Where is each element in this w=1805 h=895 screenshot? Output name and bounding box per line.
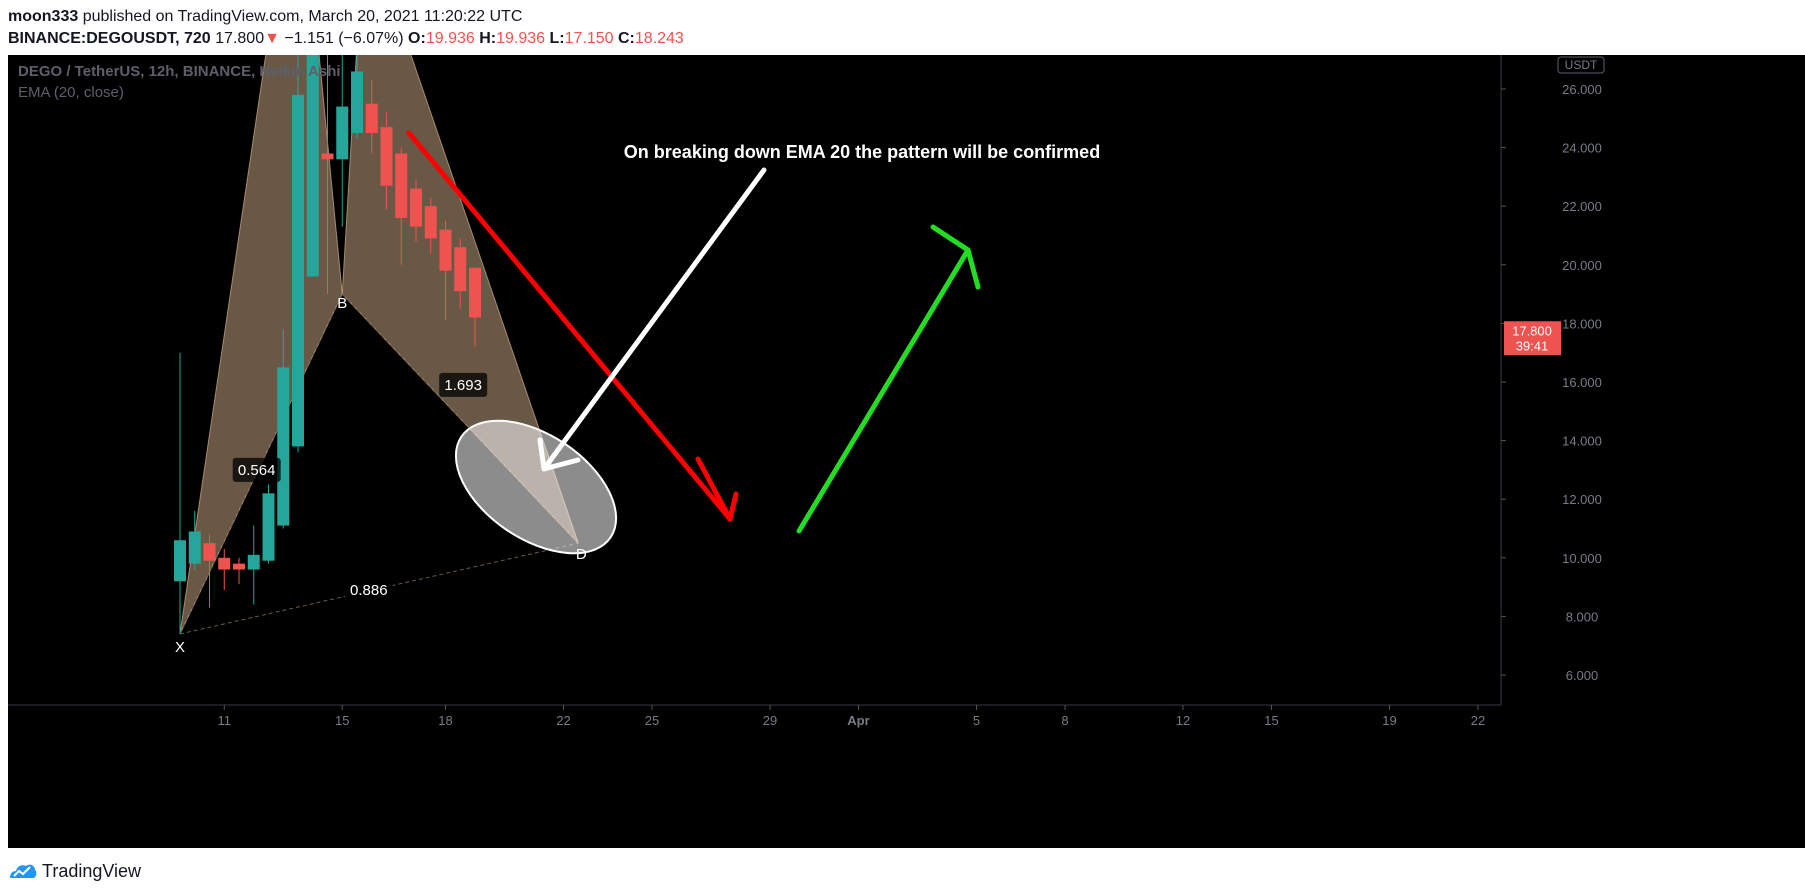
candle-body — [351, 71, 363, 133]
time-tick-label: 22 — [1471, 713, 1485, 728]
ohlc-line: BINANCE:DEGOUSDT, 720 17.800▼ −1.151 (−6… — [8, 28, 684, 50]
red-down-arrowhead — [695, 456, 739, 522]
close-label: C: — [618, 30, 635, 47]
last-price: 17.800 — [215, 30, 265, 47]
time-tick-label: 15 — [335, 713, 349, 728]
time-tick-label: 8 — [1061, 713, 1068, 728]
ratio-label-bg — [344, 578, 393, 603]
price-tick-label: 16.000 — [1562, 375, 1602, 390]
currency-badge[interactable] — [1557, 56, 1605, 74]
white-pointer-arrow — [541, 167, 767, 472]
pattern-point-x: X — [175, 639, 185, 656]
time-tick-label: 29 — [763, 713, 777, 728]
candle-body — [262, 493, 275, 561]
price-tick-label: 20.000 — [1562, 258, 1602, 273]
candle-body — [277, 367, 290, 526]
footer: TradingView — [8, 859, 141, 883]
down-arrow-icon: ▼ — [264, 30, 280, 47]
last-price-label: 17.800 — [1512, 323, 1552, 338]
pattern-point-b: B — [337, 295, 347, 312]
ratio-label: 0.564 — [238, 462, 276, 479]
price-change: −1.151 (−6.07%) — [284, 30, 404, 47]
close-value: 18.243 — [634, 30, 684, 47]
price-chart[interactable]: On breaking down EMA 20 the pattern will… — [8, 55, 1805, 848]
time-tick-label: 12 — [1176, 713, 1190, 728]
time-tick-label: 22 — [556, 713, 570, 728]
time-tick-label: 11 — [218, 713, 232, 728]
legend-title: DEGO / TetherUS, 12h, BINANCE, Heikin As… — [18, 63, 341, 80]
price-tick-label: 8.000 — [1566, 609, 1599, 624]
candle-body — [380, 127, 393, 186]
author-name[interactable]: moon333 — [8, 8, 79, 25]
pattern-point-d: D — [576, 546, 587, 563]
time-tick-label: 18 — [438, 713, 452, 728]
open-label: O: — [408, 30, 426, 47]
candle-body — [365, 103, 378, 133]
footer-brand[interactable]: TradingView — [42, 860, 142, 881]
publish-info: published on TradingView.com, March 20, … — [82, 8, 523, 25]
publish-line: moon333 published on TradingView.com, Ma… — [8, 6, 684, 28]
time-tick-label: 25 — [645, 713, 659, 728]
annotations: On breaking down EMA 20 the pattern will… — [406, 130, 1100, 555]
ratio-label: 0.886 — [350, 582, 388, 599]
candle-body — [218, 557, 231, 570]
currency-label: USDT — [1565, 58, 1598, 72]
red-down-arrow — [406, 130, 733, 522]
candle-body — [292, 94, 304, 447]
candles — [174, 55, 481, 634]
tradingview-logo-icon[interactable] — [8, 861, 38, 881]
candle-body — [410, 188, 422, 227]
time-axis-bg — [8, 705, 1501, 848]
symbol-label: BINANCE:DEGOUSDT, 720 — [8, 30, 211, 47]
candle-body — [321, 153, 334, 160]
price-tick-label: 6.000 — [1566, 668, 1599, 683]
candle-body — [174, 540, 186, 582]
price-tick-label: 24.000 — [1562, 141, 1602, 156]
annotation-text: On breaking down EMA 20 the pattern will… — [624, 142, 1100, 162]
low-value: 17.150 — [564, 30, 614, 47]
candle-body — [439, 229, 452, 271]
candle-body — [424, 206, 437, 239]
price-tick-label: 10.000 — [1562, 551, 1602, 566]
candle-body — [336, 106, 349, 160]
candle-body — [306, 55, 319, 277]
pattern-bd-line — [341, 293, 579, 544]
axis-corner — [1501, 705, 1805, 848]
candle-body — [203, 543, 216, 561]
green-up-arrow — [796, 247, 971, 534]
time-tick-label: 5 — [973, 713, 980, 728]
high-label: H: — [479, 30, 497, 47]
candle-body — [247, 554, 260, 570]
ratio-label-bg — [439, 372, 488, 397]
candle-body — [395, 153, 408, 218]
ratio-label-bg — [232, 457, 281, 482]
price-tick-label: 12.000 — [1562, 492, 1602, 507]
time-axis[interactable]: 11 15 18 22 25 29 Apr 5 8 12 15 19 22 — [8, 704, 1805, 848]
price-tick-label: 22.000 — [1562, 199, 1602, 214]
time-tick-label: Apr — [847, 713, 869, 728]
candle-body — [469, 267, 481, 318]
candle-body — [233, 563, 245, 570]
white-pointer-arrowhead — [537, 437, 581, 472]
open-value: 19.936 — [425, 30, 475, 47]
time-tick-label: 19 — [1382, 713, 1396, 728]
bar-countdown-label: 39:41 — [1516, 338, 1549, 353]
last-price-badge — [1504, 321, 1561, 356]
price-tick-label-top: 38.000 — [1562, 55, 1602, 56]
green-up-arrowhead — [930, 224, 981, 290]
ratio-label: 1.693 — [444, 377, 482, 394]
legend-indicator: EMA (20, close) — [18, 84, 124, 101]
high-value: 19.936 — [496, 30, 546, 47]
price-tick-label: 14.000 — [1562, 434, 1602, 449]
price-tick-label: 18.000 — [1562, 316, 1602, 331]
time-tick-label: 15 — [1264, 713, 1278, 728]
candle-body — [188, 531, 201, 564]
chart-header: moon333 published on TradingView.com, Ma… — [8, 6, 684, 50]
candle-body — [454, 247, 467, 292]
low-label: L: — [549, 30, 565, 47]
price-tick-label: 26.000 — [1562, 82, 1602, 97]
